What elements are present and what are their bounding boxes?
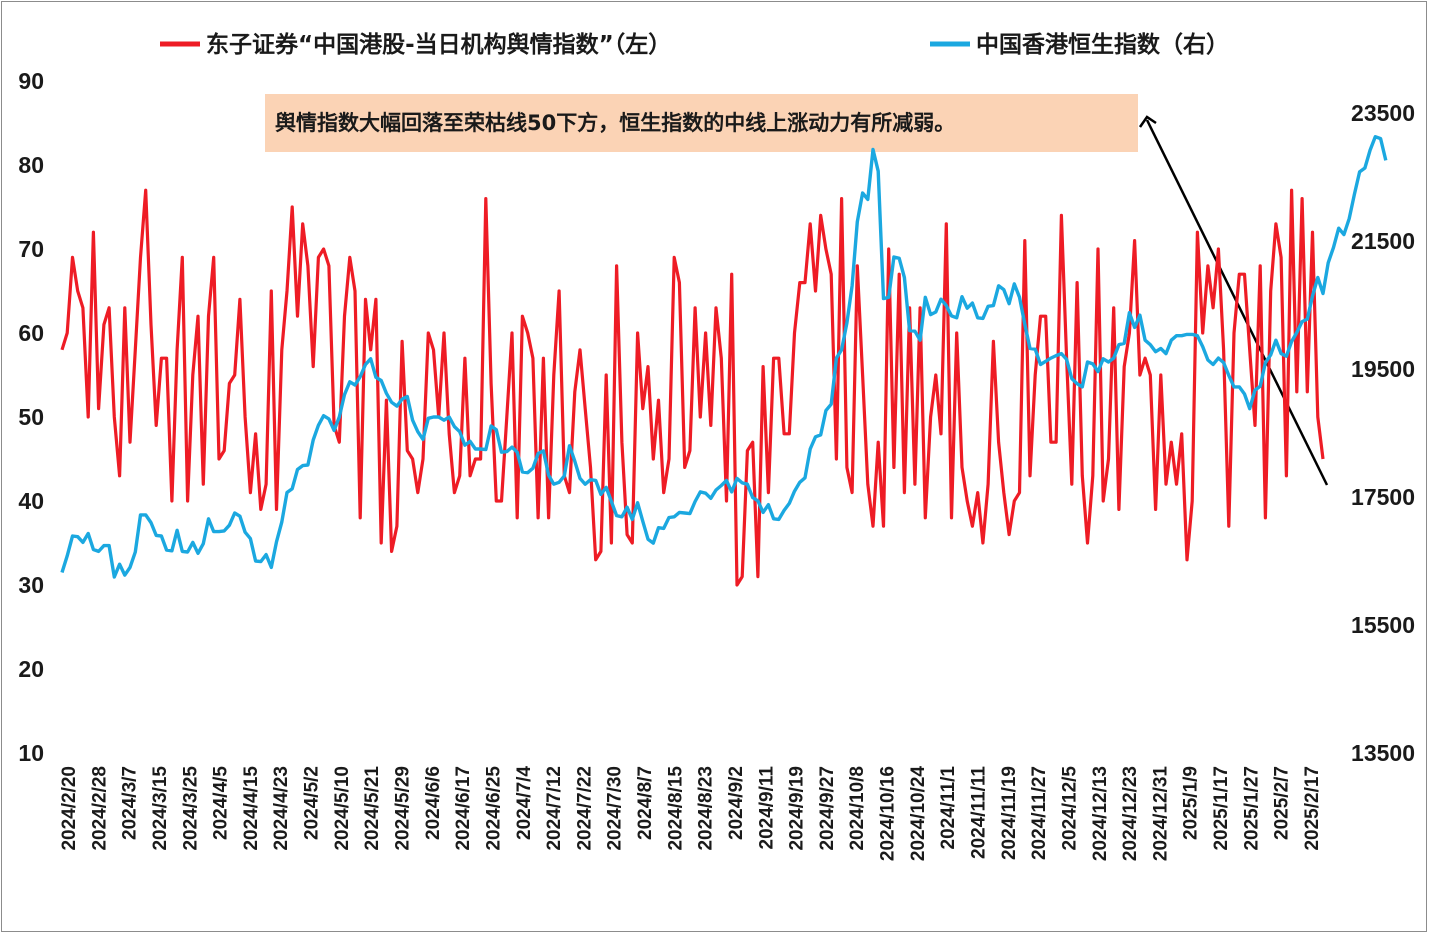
x-tick-label: 2024/4/5 (211, 766, 232, 840)
x-tick-label: 2024/8/7 (635, 766, 656, 840)
right-y-tick-label: 23500 (1351, 100, 1415, 126)
x-tick-label: 2025/1/17 (1211, 766, 1232, 851)
x-tick-label: 2024/12/31 (1150, 766, 1171, 862)
x-tick-label: 2024/12/23 (1120, 766, 1141, 861)
x-tick-label: 2024/6/6 (423, 766, 444, 840)
x-axis: 2024/2/20 2024/2/28 2024/3/7 2024/3/15 2024/… (59, 766, 1323, 862)
x-tick-label: 2024/10/16 (878, 766, 899, 861)
x-tick-label: 2024/9/19 (787, 766, 808, 851)
left-y-tick-label: 30 (18, 572, 44, 598)
x-tick-label: 2024/8/15 (665, 766, 686, 851)
annotation-arrowhead (1138, 115, 1157, 128)
annotation-text: 舆情指数大幅回落至荣枯线50下方，恒生指数的中线上涨动力有所减弱。 (275, 111, 955, 135)
left-y-tick-label: 40 (18, 488, 44, 514)
series-line-sentiment (60, 188, 1325, 587)
x-tick-label: 2024/11/1 (938, 766, 959, 850)
left-y-tick-label: 80 (18, 152, 44, 178)
x-tick-label: 2024/2/20 (59, 766, 80, 851)
left-y-tick-label: 60 (18, 320, 44, 346)
series-line-hsi (60, 134, 1388, 579)
x-tick-label: 2025/2/17 (1302, 766, 1323, 851)
x-tick-label: 2025/2/7 (1272, 766, 1293, 840)
legend-label-sentiment: 东子证券“中国港股-当日机构舆情指数”（左） (206, 31, 671, 58)
left-y-tick-label: 90 (18, 68, 44, 94)
x-tick-label: 2024/11/19 (999, 766, 1020, 860)
x-tick-label: 2024/4/23 (271, 766, 292, 851)
x-tick-label: 2024/3/7 (120, 766, 141, 840)
x-tick-label: 2024/7/12 (544, 766, 565, 851)
x-tick-label: 2024/4/15 (241, 766, 262, 851)
x-tick-label: 2024/11/11 (969, 766, 990, 859)
x-tick-label: 2024/5/10 (332, 766, 353, 851)
x-tick-label: 2024/7/22 (574, 766, 595, 851)
right-y-tick-label: 13500 (1351, 740, 1415, 766)
x-tick-label: 2024/10/24 (908, 766, 929, 862)
x-tick-label: 2024/7/30 (605, 766, 626, 851)
right-y-tick-label: 21500 (1351, 228, 1415, 254)
annotation: 舆情指数大幅回落至荣枯线50下方，恒生指数的中线上涨动力有所减弱。 (265, 94, 1329, 486)
left-axis: 90 80 70 60 50 40 30 20 10 (18, 68, 44, 766)
series-group (60, 134, 1388, 587)
x-tick-label: 2024/6/25 (483, 766, 504, 851)
right-y-tick-label: 19500 (1351, 356, 1415, 382)
x-tick-label: 2024/12/13 (1090, 766, 1111, 861)
x-tick-label: 2024/7/4 (514, 766, 535, 840)
x-tick-label: 2025/1/27 (1241, 766, 1262, 851)
left-y-tick-label: 50 (18, 404, 44, 430)
left-y-tick-label: 10 (18, 740, 44, 766)
legend: 东子证券“中国港股-当日机构舆情指数”（左） 中国香港恒生指数（右） (160, 31, 1229, 58)
x-tick-label: 2024/10/8 (847, 766, 868, 851)
right-y-tick-label: 17500 (1351, 484, 1415, 510)
x-tick-label: 2024/12/5 (1060, 766, 1081, 851)
right-y-tick-label: 15500 (1351, 612, 1415, 638)
annotation-box (265, 94, 1138, 152)
x-tick-label: 2024/11/27 (1029, 766, 1050, 860)
x-tick-label: 2024/5/21 (362, 766, 383, 851)
x-tick-label: 2024/3/15 (150, 766, 171, 851)
right-axis: 23500 21500 19500 17500 15500 13500 (1351, 100, 1415, 766)
left-y-tick-label: 70 (18, 236, 44, 262)
x-tick-label: 2024/2/28 (89, 766, 110, 851)
x-tick-label: 2024/5/29 (393, 766, 414, 851)
x-tick-label: 2024/5/2 (302, 766, 323, 840)
x-tick-label: 2024/3/25 (180, 766, 201, 851)
x-tick-label: 2025/1/9 (1181, 766, 1202, 840)
legend-label-hsi: 中国香港恒生指数（右） (976, 31, 1229, 58)
x-tick-label: 2024/6/17 (453, 766, 474, 851)
x-tick-label: 2024/8/23 (696, 766, 717, 851)
x-tick-label: 2024/9/27 (817, 766, 838, 851)
x-tick-label: 2024/9/2 (726, 766, 747, 840)
x-tick-label: 2024/9/11 (756, 766, 777, 850)
left-y-tick-label: 20 (18, 656, 44, 682)
